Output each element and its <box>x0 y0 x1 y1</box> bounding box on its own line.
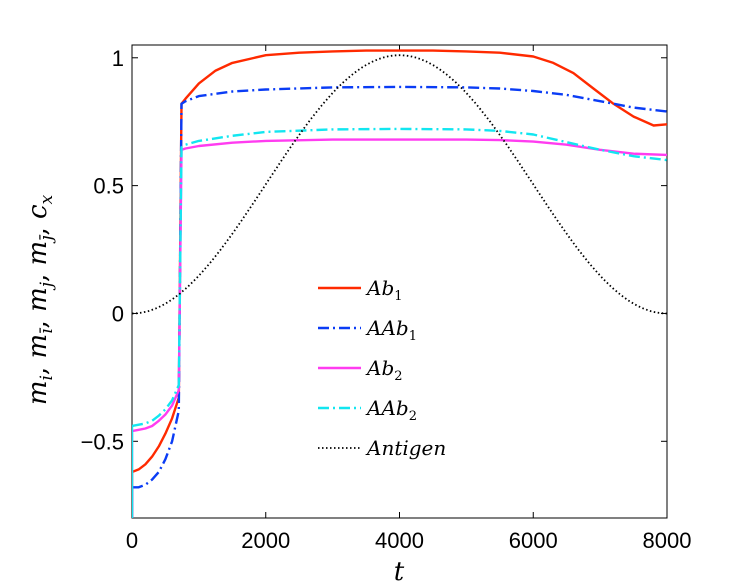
series-line-aab2 <box>132 127 667 428</box>
legend-label-ab1: Ab1 <box>365 276 403 304</box>
legend-label-ab2: Ab2 <box>365 356 403 384</box>
x-tick-label: 4000 <box>375 528 424 553</box>
legend-label-antigen: Antigen <box>365 436 446 460</box>
x-tick-labels: 0 2000 4000 6000 8000 <box>126 528 692 553</box>
y-tick-labels: −0.5 0 0.5 1 <box>81 46 124 455</box>
legend-label-aab1: AAb1 <box>365 316 417 344</box>
series-line-ab2 <box>132 138 667 433</box>
series-line-antigen <box>132 54 667 315</box>
y-tick-label: 0.5 <box>93 174 124 199</box>
legend-label-aab2: AAb2 <box>365 396 417 424</box>
y-axis-label: mi, mī, mj, mj̄, cx <box>23 194 57 405</box>
y-tick-label: −0.5 <box>81 429 124 454</box>
x-tick-label: 0 <box>126 528 138 553</box>
series-line-aab1 <box>132 85 667 489</box>
y-tick-label: 1 <box>112 46 124 71</box>
x-tick-label: 2000 <box>241 528 290 553</box>
plot-area <box>131 44 668 519</box>
x-axis-label: t <box>394 557 405 585</box>
x-tick-label: 8000 <box>643 528 692 553</box>
x-tick-label: 6000 <box>509 528 558 553</box>
series-line-ab1 <box>132 49 667 474</box>
legend: Ab1 AAb1 Ab2 AAb2 Antigen <box>318 276 446 460</box>
y-tick-label: 0 <box>112 301 124 326</box>
series-layer <box>132 49 667 518</box>
